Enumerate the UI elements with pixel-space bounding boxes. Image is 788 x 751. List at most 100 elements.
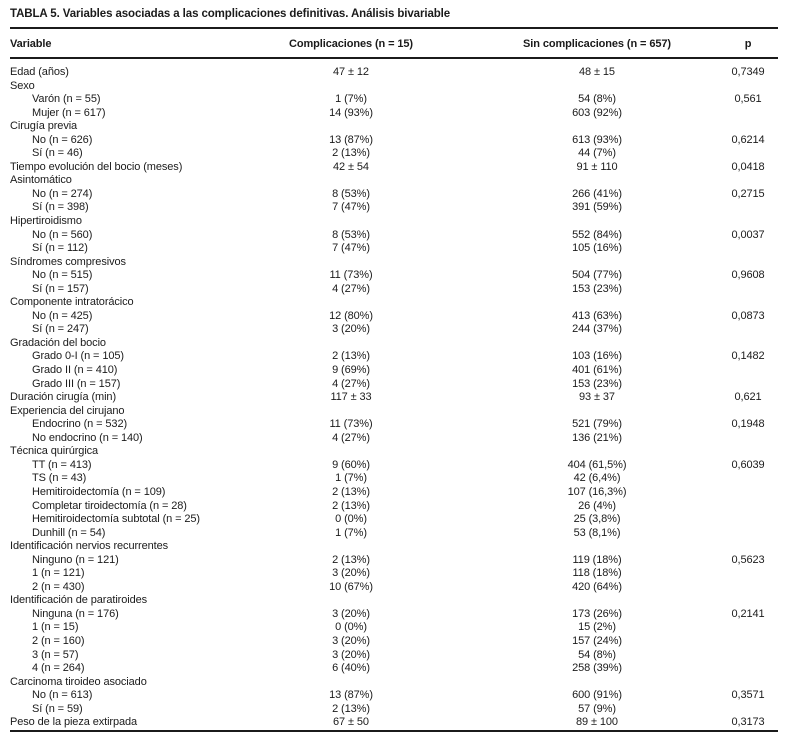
complications-value: 11 (73%) (329, 269, 373, 282)
complications-value: 8 (53%) (332, 187, 370, 200)
complications-value: 1 (7%) (335, 93, 367, 106)
table-row: 4 (n = 264) 6 (40%) 258 (39%) (10, 662, 778, 676)
complications-value: 1 (7%) (335, 526, 367, 539)
row-variable-label: Técnica quirúrgica (10, 445, 99, 458)
no-complications-value: 600 (91%) (572, 689, 622, 702)
no-complications-value: 613 (93%) (572, 133, 622, 146)
row-variable-label: Sí (n = 112) (32, 242, 88, 255)
row-variable-label: 1 (n = 15) (32, 621, 79, 634)
table-row: Tiempo evolución del bocio (meses) 42 ± … (10, 161, 778, 175)
row-variable-label: Asintomático (10, 174, 72, 187)
table-row: 2 (n = 160) 3 (20%) 157 (24%) (10, 635, 778, 649)
complications-value: 9 (60%) (332, 458, 370, 471)
row-variable-label: Endocrino (n = 532) (32, 418, 128, 431)
row-variable-label: TT (n = 413) (32, 458, 92, 471)
table-row: Ninguno (n = 121) 2 (13%) 119 (18%) 0,56… (10, 554, 778, 568)
complications-value: 2 (13%) (332, 147, 370, 160)
row-variable-label: Hemitiroidectomía (n = 109) (32, 485, 166, 498)
no-complications-value: 26 (4%) (578, 499, 616, 512)
row-variable-label: Sí (n = 59) (32, 702, 83, 715)
table-row: Componente intratorácico (10, 296, 778, 310)
row-variable-label: Ninguno (n = 121) (32, 553, 119, 566)
no-complications-value: 173 (26%) (572, 607, 622, 620)
table-row: Identificación nervios recurrentes (10, 540, 778, 554)
no-complications-value: 603 (92%) (572, 106, 622, 119)
row-variable-label: No (n = 626) (32, 133, 93, 146)
complications-value: 67 ± 50 (333, 716, 369, 729)
no-complications-value: 89 ± 100 (576, 716, 618, 729)
row-variable-label: Sí (n = 46) (32, 147, 83, 160)
p-value: 0,0873 (731, 309, 765, 322)
table-row: Varón (n = 55) 1 (7%) 54 (8%) 0,561 (10, 93, 778, 107)
p-value: 0,3173 (731, 716, 765, 729)
row-variable-label: Gradación del bocio (10, 336, 106, 349)
no-complications-value: 54 (8%) (578, 648, 616, 661)
column-header-variable: Variable (10, 38, 52, 50)
table-row: Síndromes compresivos (10, 256, 778, 270)
row-variable-label: Sí (n = 157) (32, 282, 89, 295)
no-complications-value: 25 (3,8%) (573, 513, 621, 526)
p-value: 0,561 (734, 93, 762, 106)
no-complications-value: 258 (39%) (572, 662, 622, 675)
row-variable-label: 4 (n = 264) (32, 662, 85, 675)
rule-table-bottom (10, 729, 778, 732)
table-row: Hemitiroidectomía subtotal (n = 25) 0 (0… (10, 513, 778, 527)
table-row: Cirugía previa (10, 120, 778, 134)
row-variable-label: No (n = 274) (32, 187, 93, 200)
no-complications-value: 105 (16%) (572, 242, 622, 255)
no-complications-value: 53 (8,1%) (573, 526, 621, 539)
row-variable-label: 2 (n = 430) (32, 580, 85, 593)
row-variable-label: Identificación nervios recurrentes (10, 540, 169, 553)
no-complications-value: 413 (63%) (572, 309, 622, 322)
complications-value: 2 (13%) (332, 702, 370, 715)
table-row: Identificación de paratiroides (10, 594, 778, 608)
no-complications-value: 54 (8%) (578, 93, 616, 106)
row-variable-label: No (n = 425) (32, 309, 93, 322)
table-row: 2 (n = 430) 10 (67%) 420 (64%) (10, 581, 778, 595)
no-complications-value: 93 ± 37 (579, 391, 615, 404)
no-complications-value: 401 (61%) (572, 364, 622, 377)
no-complications-value: 103 (16%) (572, 350, 622, 363)
p-value: 0,2141 (731, 607, 765, 620)
table-row: No (n = 515) 11 (73%) 504 (77%) 0,9608 (10, 269, 778, 283)
row-variable-label: Componente intratorácico (10, 296, 134, 309)
table-row: Grado 0-I (n = 105) 2 (13%) 103 (16%) 0,… (10, 350, 778, 364)
table-row: Dunhill (n = 54) 1 (7%) 53 (8,1%) (10, 527, 778, 541)
complications-value: 3 (20%) (332, 648, 370, 661)
table-row: Sí (n = 398) 7 (47%) 391 (59%) (10, 201, 778, 215)
table-row: Sí (n = 59) 2 (13%) 57 (9%) (10, 703, 778, 717)
p-value: 0,621 (734, 391, 762, 404)
complications-value: 47 ± 12 (333, 66, 369, 78)
row-variable-label: TS (n = 43) (32, 472, 87, 485)
row-variable-label: Síndromes compresivos (10, 255, 126, 268)
no-complications-value: 48 ± 15 (579, 66, 615, 78)
complications-value: 4 (27%) (332, 431, 370, 444)
table-row: Experiencia del cirujano (10, 405, 778, 419)
row-variable-label: No (n = 613) (32, 689, 93, 702)
complications-value: 0 (0%) (335, 621, 367, 634)
complications-value: 117 ± 33 (330, 391, 372, 404)
table-row: 1 (n = 121) 3 (20%) 118 (18%) (10, 567, 778, 581)
row-variable-label: Peso de la pieza extirpada (10, 716, 138, 729)
complications-value: 9 (69%) (332, 364, 370, 377)
row-variable-label: Identificación de paratiroides (10, 594, 148, 607)
row-variable-label: Sí (n = 398) (32, 201, 89, 214)
row-variable-label: Sexo (10, 79, 35, 92)
complications-value: 13 (87%) (329, 689, 373, 702)
complications-value: 8 (53%) (332, 228, 370, 241)
complications-value: 13 (87%) (329, 133, 373, 146)
p-value: 0,0418 (731, 160, 765, 173)
table-row: Asintomático (10, 174, 778, 188)
row-variable-label: Carcinoma tiroideo asociado (10, 675, 147, 688)
row-variable-label: Varón (n = 55) (32, 93, 101, 106)
row-variable-label: No (n = 515) (32, 269, 93, 282)
table-row: No (n = 425) 12 (80%) 413 (63%) 0,0873 (10, 310, 778, 324)
table-row: TT (n = 413) 9 (60%) 404 (61,5%) 0,6039 (10, 459, 778, 473)
no-complications-value: 552 (84%) (572, 228, 622, 241)
complications-value: 2 (13%) (332, 553, 370, 566)
table-row: Sí (n = 247) 3 (20%) 244 (37%) (10, 323, 778, 337)
table-row: 1 (n = 15) 0 (0%) 15 (2%) (10, 621, 778, 635)
column-header-no-complications: Sin complicaciones (n = 657) (523, 38, 671, 50)
complications-value: 3 (20%) (332, 323, 370, 336)
